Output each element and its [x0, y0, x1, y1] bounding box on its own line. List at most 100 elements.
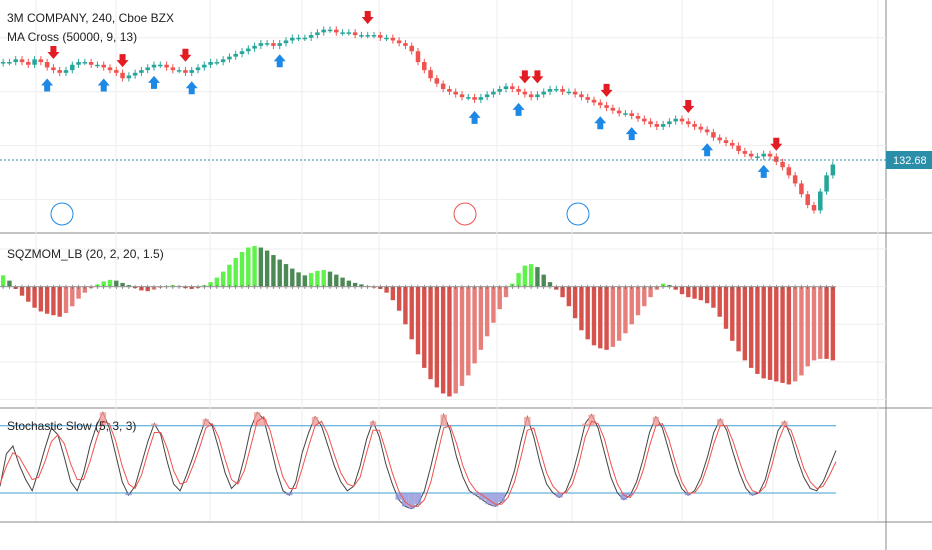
candle-body [51, 67, 56, 71]
squeeze-bar [384, 286, 389, 293]
candle-body [484, 94, 490, 98]
ma-cross-title[interactable]: MA Cross (50000, 9, 13) [7, 30, 137, 44]
candle-body [598, 102, 603, 106]
candle-body [195, 67, 201, 71]
candle-body [692, 124, 697, 127]
candle-body [780, 161, 785, 168]
squeeze-bar [629, 286, 634, 325]
oversold-fill [749, 493, 756, 496]
squeeze-bar [51, 286, 56, 316]
squeeze-bar [440, 286, 446, 394]
squeeze-bar [579, 286, 584, 331]
candle-body [434, 78, 440, 84]
squeeze-bar [63, 286, 69, 313]
squeeze-bar [359, 284, 364, 287]
squeeze-bar [623, 286, 628, 334]
candle-body [629, 113, 634, 116]
overbought-fill [588, 414, 595, 426]
squeeze-bar [32, 286, 37, 308]
candle-body [459, 94, 465, 98]
oversold-fill [684, 493, 692, 496]
candle-body [403, 43, 408, 46]
squeeze-bar [145, 286, 150, 292]
candle-body [642, 118, 647, 122]
candle-body [824, 175, 829, 192]
candle-body [466, 97, 471, 99]
squeeze-bar [88, 286, 94, 289]
candle-body [422, 62, 427, 71]
squeeze-bar [327, 271, 333, 287]
squeeze-bar [604, 286, 609, 350]
squeeze-bar [378, 286, 383, 289]
squeeze-bar [598, 286, 603, 349]
candle-body [792, 175, 798, 184]
candle-body [7, 62, 12, 64]
candle-body [114, 70, 119, 73]
squeeze-bar [139, 286, 144, 291]
buy-arrow-icon [625, 127, 638, 141]
overbought-fill [440, 414, 447, 426]
squeeze-bar [742, 286, 748, 361]
candle-body [88, 62, 94, 65]
squeeze-bar [7, 280, 12, 287]
candle-body [208, 62, 213, 65]
oversold-fill [498, 493, 505, 502]
squeeze-bar [321, 270, 326, 287]
squeeze-bar [70, 286, 75, 307]
candle-body [82, 62, 88, 64]
squeeze-bar [189, 286, 194, 289]
squeeze-title[interactable]: SQZMOM_LB (20, 2, 20, 1.5) [7, 247, 164, 261]
candle-body [70, 64, 75, 71]
candle-body [126, 75, 132, 79]
candle-body [176, 70, 182, 72]
squeeze-bar [459, 286, 465, 386]
event-markers [50, 202, 590, 226]
candle-body [528, 94, 534, 98]
oversold-fill [485, 493, 492, 505]
symbol-title[interactable]: 3M COMPANY, 240, Cboe BZX [7, 11, 174, 25]
candle-body [264, 43, 270, 45]
sell-arrow-icon [179, 48, 192, 62]
candle-body [415, 51, 421, 63]
squeeze-bar [491, 286, 496, 323]
candle-body [648, 121, 653, 125]
candle-body [704, 129, 710, 133]
sell-arrow-icon [47, 46, 60, 60]
candle-body [340, 32, 345, 34]
candle-body [409, 45, 414, 52]
buy-arrow-icon [594, 116, 607, 130]
oversold-fill [401, 493, 409, 507]
squeeze-bar [233, 258, 238, 287]
oversold-fill [491, 493, 499, 507]
squeeze-bar [805, 286, 810, 367]
candle-body [258, 43, 264, 46]
squeeze-bar [277, 259, 282, 287]
oversold-fill [479, 493, 486, 500]
stochastic-title[interactable]: Stochastic Slow (5, 3, 3) [7, 419, 136, 433]
overbought-fill [151, 423, 158, 426]
squeeze-bar [120, 282, 125, 287]
squeeze-bar [302, 275, 308, 287]
candle-body [635, 116, 641, 119]
squeeze-bar [673, 286, 678, 290]
candle-body [19, 59, 25, 63]
squeeze-bar [466, 286, 471, 376]
candle-body [283, 40, 289, 44]
squeeze-bar [560, 286, 565, 298]
candle-body [44, 62, 50, 68]
squeeze-bar [736, 286, 741, 352]
candle-body [170, 67, 176, 71]
candle-body [214, 62, 220, 64]
squeeze-bar [755, 286, 760, 374]
squeeze-bar [38, 286, 44, 312]
candle-body [38, 59, 44, 63]
squeeze-bar [818, 286, 823, 359]
squeeze-bar [516, 273, 521, 287]
squeeze-bar [648, 286, 653, 298]
candle-body [623, 113, 628, 115]
candle-body [396, 40, 402, 44]
candle-body [107, 67, 113, 71]
candle-body [384, 37, 389, 40]
overbought-fill [369, 421, 377, 426]
